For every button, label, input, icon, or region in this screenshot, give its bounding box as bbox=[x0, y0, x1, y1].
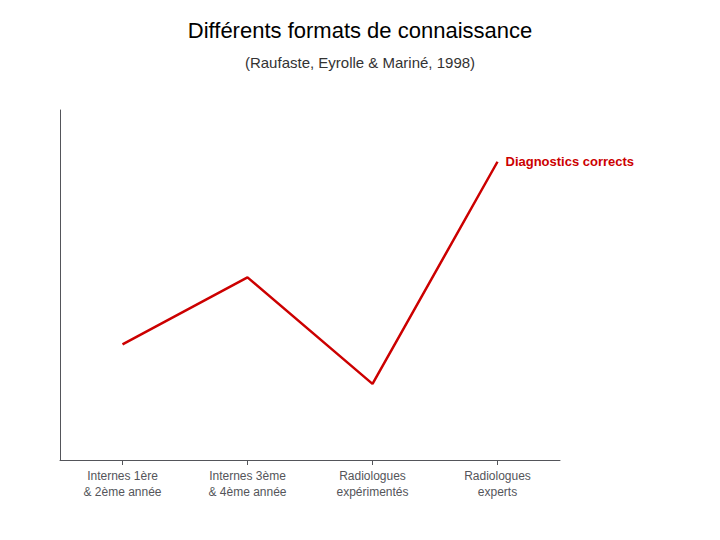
svg-text:Radiologues: Radiologues bbox=[464, 469, 531, 483]
svg-text:experts: experts bbox=[478, 485, 517, 499]
svg-text:Différents formats de connaiss: Différents formats de connaissance bbox=[188, 18, 532, 43]
svg-text:& 2ème année: & 2ème année bbox=[83, 485, 161, 499]
svg-text:Internes 3ème: Internes 3ème bbox=[209, 469, 286, 483]
svg-text:expérimentés: expérimentés bbox=[336, 485, 408, 499]
svg-text:Radiologues: Radiologues bbox=[339, 469, 406, 483]
svg-text:& 4ème année: & 4ème année bbox=[208, 485, 286, 499]
svg-text:(Raufaste, Eyrolle & Mariné, 1: (Raufaste, Eyrolle & Mariné, 1998) bbox=[245, 54, 475, 71]
svg-text:Diagnostics corrects: Diagnostics corrects bbox=[506, 154, 635, 169]
svg-text:Internes 1ère: Internes 1ère bbox=[87, 469, 158, 483]
